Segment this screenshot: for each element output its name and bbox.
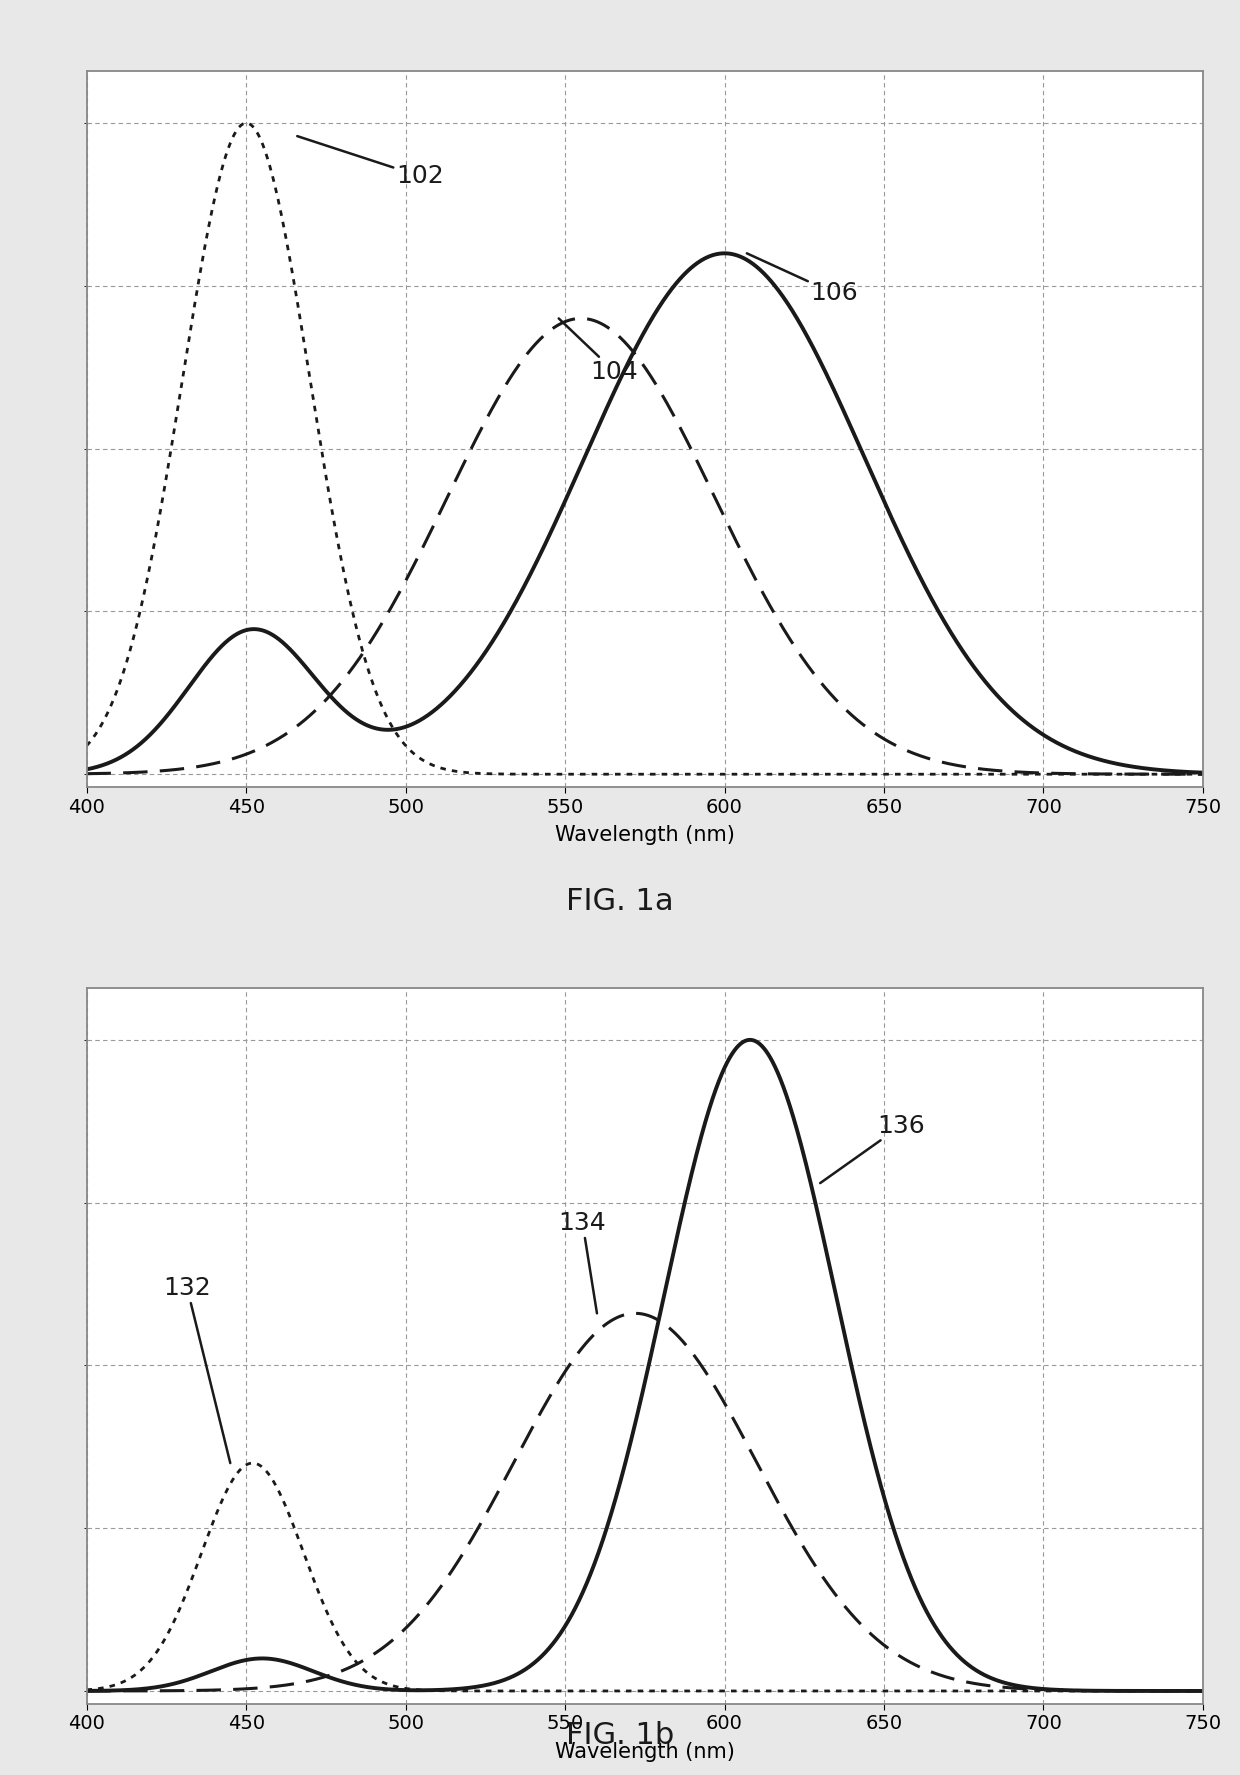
Text: 102: 102 bbox=[298, 137, 444, 188]
Text: 104: 104 bbox=[559, 318, 639, 383]
Text: 134: 134 bbox=[559, 1211, 606, 1314]
X-axis label: Wavelength (nm): Wavelength (nm) bbox=[554, 1741, 735, 1763]
X-axis label: Wavelength (nm): Wavelength (nm) bbox=[554, 825, 735, 845]
Text: 132: 132 bbox=[164, 1276, 231, 1463]
Text: FIG. 1a: FIG. 1a bbox=[567, 888, 673, 916]
Text: 106: 106 bbox=[746, 254, 858, 305]
Text: 136: 136 bbox=[820, 1113, 925, 1184]
Text: FIG. 1b: FIG. 1b bbox=[565, 1722, 675, 1750]
